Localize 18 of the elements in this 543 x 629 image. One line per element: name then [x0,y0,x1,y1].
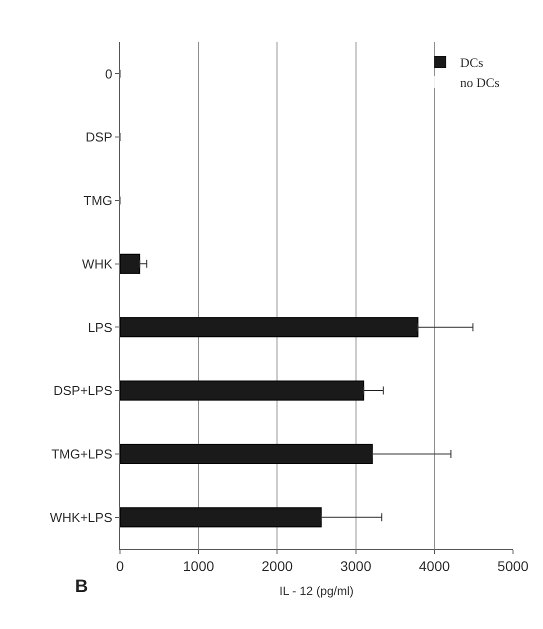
y-tick-label: 0 [105,66,112,82]
y-tick-label: TMG [84,192,112,208]
x-tick-label: 0 [116,558,124,574]
y-tick-label: DSP [86,130,112,145]
x-tick-label: 5000 [497,558,529,574]
legend-label: DCs [460,55,484,70]
y-tick-label: DSP+LPS [53,383,113,398]
text: B [75,576,88,596]
x-tick-label: 2000 [262,558,293,574]
legend-label: no DCs [460,74,500,90]
y-tick-label: TMG+LPS [51,446,113,462]
y-tick-label: LPS [88,320,113,335]
x-axis-title: IL - 12 (pg/ml) [279,584,354,598]
y-tick-label: WHK+LPS [50,510,113,525]
x-tick-label: 1000 [183,558,214,574]
x-tick-label: 3000 [340,558,372,574]
x-tick-label: 4000 [418,558,450,574]
y-tick-label: WHK [82,256,113,272]
